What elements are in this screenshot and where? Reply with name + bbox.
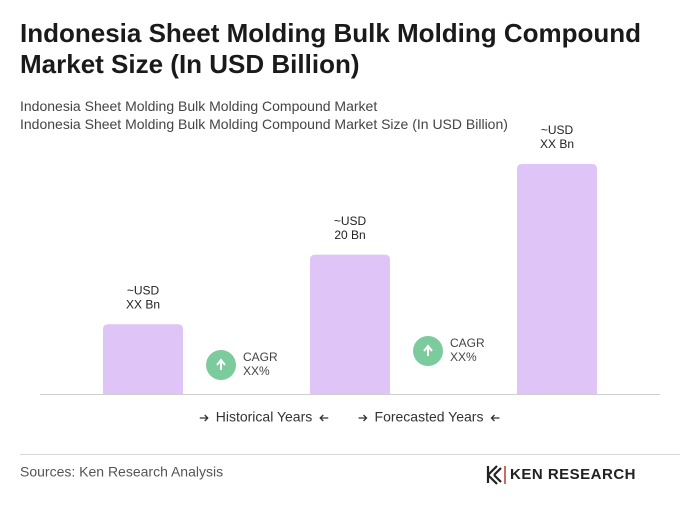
value-label: ~USD: [541, 123, 574, 137]
period-arrow: [358, 414, 368, 422]
cagr-arrow: [423, 344, 433, 356]
cagr-label: XX%: [450, 350, 477, 364]
subtitle: Indonesia Sheet Molding Bulk Molding Com…: [20, 116, 508, 132]
value-label: XX Bn: [126, 297, 160, 311]
cagr-label: CAGR: [243, 350, 278, 364]
cagr-label: XX%: [243, 364, 270, 378]
value-label: ~USD: [334, 214, 367, 228]
bar: [103, 324, 183, 394]
bar: [517, 164, 597, 394]
period-arrow: [319, 414, 329, 422]
logo-text: KEN RESEARCH: [510, 466, 636, 483]
period-arrow: [199, 414, 209, 422]
period-arrow: [490, 414, 500, 422]
source: Sources: Ken Research Analysis: [20, 464, 223, 480]
subtitle: Indonesia Sheet Molding Bulk Molding Com…: [20, 98, 378, 114]
value-label: 20 Bn: [334, 228, 365, 242]
logo: KEN RESEARCH: [486, 465, 636, 485]
value-label: ~USD: [127, 283, 160, 297]
cagr-arrow: [216, 358, 226, 370]
bar: [310, 254, 390, 394]
value-label: XX Bn: [540, 137, 574, 151]
cagr-label: CAGR: [450, 336, 485, 350]
logo-icon: [486, 465, 502, 485]
period-label: Historical Years: [216, 409, 313, 425]
chart-title: Indonesia Sheet Molding Bulk Molding Com…: [20, 18, 642, 79]
period-label: Forecasted Years: [375, 409, 484, 425]
